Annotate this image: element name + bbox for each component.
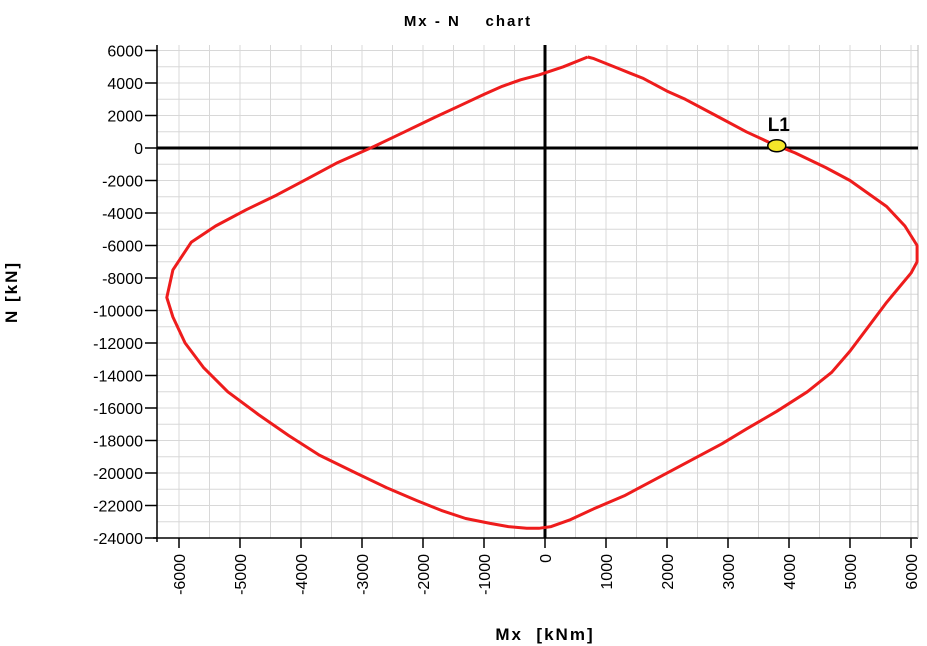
point-layer: L1 — [767, 115, 791, 153]
x-tick-label: 0 — [538, 554, 555, 563]
y-tick-label: -12000 — [93, 336, 143, 353]
y-tick-label: -22000 — [93, 499, 143, 516]
x-tick-label: 3000 — [721, 554, 738, 590]
x-tick-label: 6000 — [904, 554, 921, 590]
x-tick-label: -2000 — [416, 554, 433, 595]
y-tick-label: -16000 — [93, 401, 143, 418]
chart-title: Mx - N chart — [404, 13, 532, 30]
load-point-label: L1 — [768, 115, 791, 136]
x-tick-label: 1000 — [599, 554, 616, 590]
y-tick-label: -24000 — [93, 531, 143, 548]
axis-ticks: 6000400020000-2000-4000-6000-8000-10000-… — [93, 44, 921, 595]
load-point-marker — [767, 139, 787, 153]
zero-axes — [157, 45, 918, 538]
y-tick-label: 6000 — [107, 44, 143, 61]
y-tick-label: -14000 — [93, 369, 143, 386]
x-tick-label: -3000 — [355, 554, 372, 595]
x-tick-label: 4000 — [782, 554, 799, 590]
y-tick-label: -6000 — [102, 239, 143, 256]
x-tick-label: -1000 — [477, 554, 494, 595]
x-tick-label: -6000 — [172, 554, 189, 595]
y-axis-title: N [kN] — [2, 261, 21, 323]
y-tick-label: -18000 — [93, 434, 143, 451]
plot-frame — [153, 45, 919, 542]
y-tick-label: -10000 — [93, 304, 143, 321]
x-tick-label: -4000 — [294, 554, 311, 595]
y-tick-label: 0 — [134, 141, 143, 158]
y-tick-label: 4000 — [107, 76, 143, 93]
y-tick-label: -4000 — [102, 206, 143, 223]
y-tick-label: 2000 — [107, 109, 143, 126]
x-tick-label: -5000 — [233, 554, 250, 595]
interaction-curve — [165, 55, 919, 530]
series-layer — [165, 55, 919, 530]
grid-lines — [157, 45, 918, 539]
y-tick-label: -8000 — [102, 271, 143, 288]
x-axis-title: Mx [kNm] — [495, 625, 594, 644]
y-tick-label: -20000 — [93, 466, 143, 483]
y-tick-label: -2000 — [102, 174, 143, 191]
x-tick-label: 2000 — [660, 554, 677, 590]
x-tick-label: 5000 — [843, 554, 860, 590]
